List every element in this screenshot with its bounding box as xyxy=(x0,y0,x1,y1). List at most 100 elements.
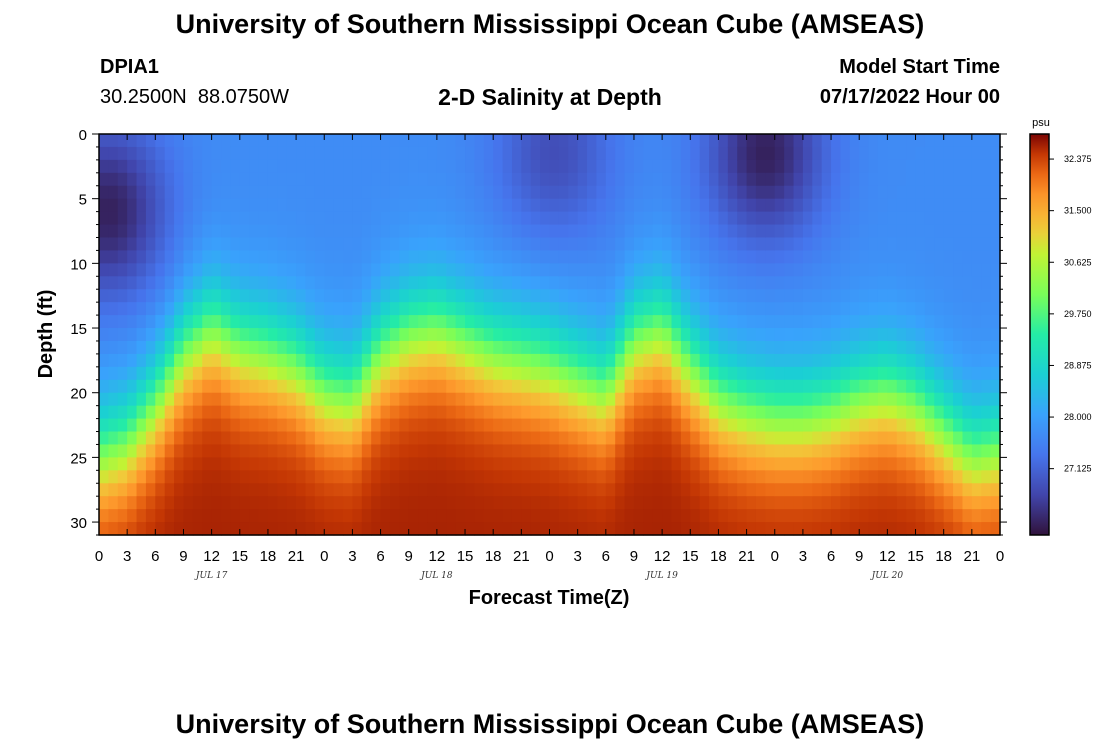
heatmap-cell xyxy=(202,328,213,342)
heatmap-cell xyxy=(427,522,438,536)
heatmap-cell xyxy=(249,353,260,368)
heatmap-cell xyxy=(211,340,222,355)
heatmap-cell xyxy=(849,457,860,471)
heatmap-cell xyxy=(127,392,138,407)
heatmap-cell xyxy=(755,366,766,381)
heatmap-cell xyxy=(774,366,785,381)
heatmap-cell xyxy=(840,483,851,497)
heatmap-cell xyxy=(99,366,109,381)
heatmap-cell xyxy=(774,379,785,394)
heatmap-cell xyxy=(117,302,128,316)
heatmap-cell xyxy=(568,509,579,523)
heatmap-cell xyxy=(127,470,138,484)
heatmap-cell xyxy=(633,418,644,433)
heatmap-cell xyxy=(305,496,316,510)
heatmap-cell xyxy=(662,250,673,264)
heatmap-cell xyxy=(690,250,701,264)
heatmap-cell xyxy=(352,134,363,148)
heatmap-cell xyxy=(502,146,513,161)
heatmap-cell xyxy=(267,366,278,381)
heatmap-cell xyxy=(990,353,1001,368)
heatmap-cell xyxy=(718,237,729,252)
heatmap-cell xyxy=(953,328,964,342)
heatmap-cell xyxy=(343,405,354,420)
heatmap-cell xyxy=(587,250,598,264)
heatmap-cell xyxy=(521,276,532,290)
heatmap-cell xyxy=(418,379,429,394)
heatmap-cell xyxy=(465,405,476,420)
heatmap-cell xyxy=(136,392,147,407)
heatmap-cell xyxy=(793,470,804,484)
heatmap-cell xyxy=(230,172,241,187)
heatmap-cell xyxy=(483,250,494,264)
heatmap-cell xyxy=(596,392,607,407)
heatmap-cell xyxy=(671,289,682,303)
heatmap-cell xyxy=(924,159,935,174)
heatmap-cell xyxy=(230,315,241,329)
heatmap-cell xyxy=(718,340,729,355)
heatmap-cell xyxy=(765,211,776,226)
heatmap-cell xyxy=(943,444,954,458)
heatmap-cell xyxy=(296,353,307,368)
heatmap-cell xyxy=(896,263,907,277)
heatmap-cell xyxy=(821,224,832,239)
heatmap-cell xyxy=(277,315,288,329)
heatmap-cell xyxy=(549,405,560,420)
heatmap-cell xyxy=(643,522,654,536)
heatmap-cell xyxy=(108,250,119,264)
heatmap-cell xyxy=(765,224,776,239)
heatmap-cell xyxy=(690,172,701,187)
heatmap-cell xyxy=(324,340,335,355)
heatmap-cell xyxy=(737,340,748,355)
heatmap-cell xyxy=(465,457,476,471)
heatmap-cell xyxy=(587,198,598,213)
heatmap-cell xyxy=(549,431,560,446)
heatmap-cell xyxy=(737,444,748,458)
heatmap-cell xyxy=(943,418,954,433)
heatmap-cell xyxy=(737,302,748,316)
heatmap-cell xyxy=(183,328,194,342)
heatmap-cell xyxy=(877,198,888,213)
heatmap-cell xyxy=(802,328,813,342)
heatmap-cell xyxy=(408,315,419,329)
heatmap-cell xyxy=(427,328,438,342)
heatmap-cell xyxy=(718,379,729,394)
heatmap-cell xyxy=(549,392,560,407)
heatmap-cell xyxy=(727,237,738,252)
heatmap-cell xyxy=(849,159,860,174)
heatmap-cell xyxy=(924,237,935,252)
heatmap-cell xyxy=(230,470,241,484)
heatmap-cell xyxy=(333,328,344,342)
heatmap-cell xyxy=(314,405,325,420)
heatmap-cell xyxy=(324,470,335,484)
heatmap-cell xyxy=(465,444,476,458)
heatmap-cell xyxy=(877,366,888,381)
heatmap-cell xyxy=(155,457,166,471)
heatmap-cell xyxy=(540,483,551,497)
heatmap-cell xyxy=(840,276,851,290)
heatmap-cell xyxy=(174,418,185,433)
heatmap-cell xyxy=(755,224,766,239)
heatmap-cell xyxy=(117,263,128,277)
heatmap-cell xyxy=(183,470,194,484)
heatmap-cell xyxy=(568,444,579,458)
heatmap-cell xyxy=(389,379,400,394)
heatmap-cell xyxy=(324,418,335,433)
heatmap-cell xyxy=(436,211,447,226)
heatmap-cell xyxy=(540,250,551,264)
heatmap-cell xyxy=(239,353,250,368)
heatmap-cell xyxy=(793,172,804,187)
heatmap-cell xyxy=(652,353,663,368)
heatmap-cell xyxy=(296,522,307,536)
heatmap-cell xyxy=(540,198,551,213)
heatmap-cell xyxy=(577,509,588,523)
heatmap-cell xyxy=(399,405,410,420)
heatmap-cell xyxy=(249,496,260,510)
heatmap-cell xyxy=(671,146,682,161)
heatmap-cell xyxy=(587,353,598,368)
heatmap-cell xyxy=(784,172,795,187)
heatmap-cell xyxy=(436,172,447,187)
heatmap-cell xyxy=(230,522,241,536)
heatmap-cell xyxy=(239,185,250,200)
heatmap-cell xyxy=(990,509,1001,523)
